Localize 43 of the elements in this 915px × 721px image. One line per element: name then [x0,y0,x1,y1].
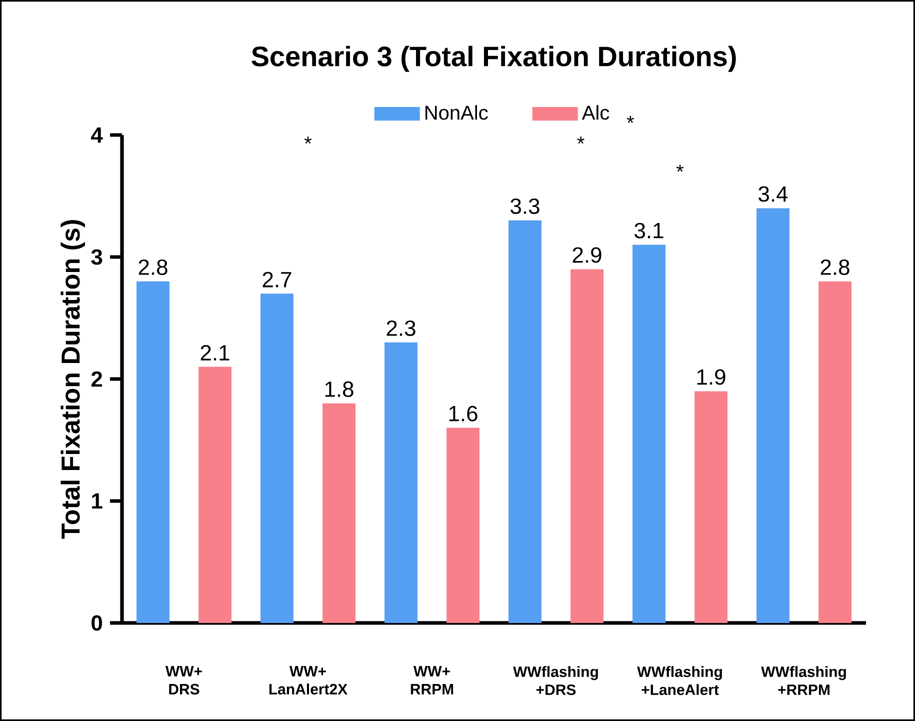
bar [508,220,542,623]
text: * [626,116,634,123]
data-label: 3.1 [634,222,664,238]
x-tick-label: WWflashing +DRS [513,666,598,696]
data-label: 1.9 [697,369,726,385]
bar [818,281,852,623]
bar [198,366,232,623]
data-label: 3.3 [510,198,540,214]
data-label: 3.4 [758,186,788,202]
data-label: 2.8 [820,259,850,275]
bar [694,391,728,623]
data-label: 2.9 [572,247,602,263]
y-tick-label: 3 [91,249,102,265]
bar [756,208,790,623]
bar [446,428,480,623]
y-axis-title: Total Fixation Duration (s) [60,220,85,539]
x-tick-label: WWflashing +LaneAlert [637,666,722,696]
bar [384,342,418,623]
x-tick-label: WW+ RRPM [410,666,454,694]
annotation: * [304,136,312,144]
legend-label: NonAlc [426,105,488,120]
y-tick-label: 4 [91,127,103,143]
y-tick-label: 2 [91,371,102,387]
data-label: 2.3 [386,320,416,336]
bar [260,294,294,623]
x-tick-label: WW+ LanAlert2X [269,666,348,695]
annotation: * [676,164,684,172]
bar [570,269,604,623]
data-label: 2.8 [138,259,168,275]
legend-label: Alc [582,105,610,120]
data-label: 1.8 [325,381,354,397]
chart-title: Scenario 3 (Total Fixation Durations) [252,46,736,72]
bar [322,403,356,623]
y-tick-label: 1 [92,493,102,509]
x-tick-label: WW+ DRS [165,666,202,695]
data-label: 1.6 [449,406,478,422]
x-tick-label: WWflashing +RRPM [761,666,846,695]
data-label: 2.7 [262,272,292,288]
annotation: * [577,136,584,144]
y-tick-label: 0 [92,615,102,631]
bar [136,281,170,623]
bar [632,244,666,623]
data-label: 2.1 [200,345,230,360]
